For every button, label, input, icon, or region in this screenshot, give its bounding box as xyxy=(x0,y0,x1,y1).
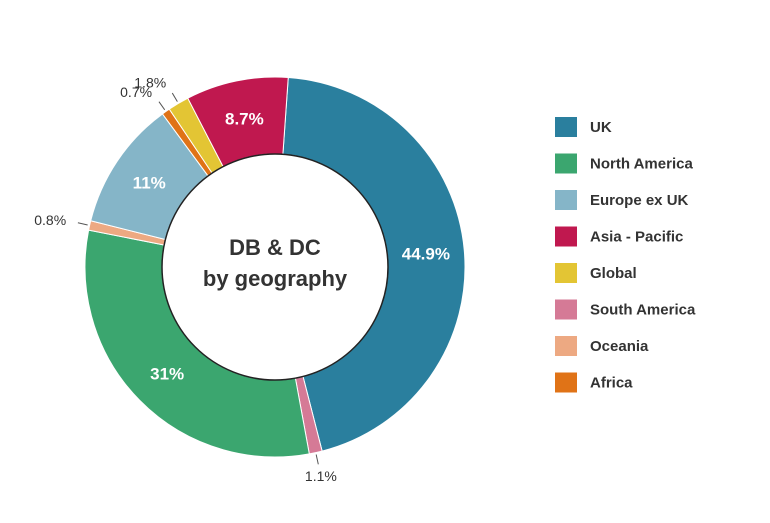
legend-swatch-global xyxy=(555,263,577,283)
donut-slices xyxy=(84,76,466,458)
slice-label-uk: 44.9% xyxy=(402,244,450,263)
legend-swatch-north-america xyxy=(555,153,577,174)
center-title-line-1: DB & DC xyxy=(229,235,321,260)
legend-label-south-america: South America xyxy=(590,302,696,319)
slice-label-africa: 0.7% xyxy=(120,84,152,100)
leader-line-global xyxy=(171,92,178,102)
leader-line-south-america xyxy=(315,454,319,465)
slice-label-south-america: 1.1% xyxy=(305,468,337,484)
legend-swatch-south-america xyxy=(555,299,577,320)
leader-line-africa xyxy=(158,101,166,111)
legend-swatch-africa xyxy=(555,372,577,393)
legend-swatch-uk xyxy=(555,117,577,137)
legend-label-europe-ex-uk: Europe ex UK xyxy=(590,192,689,209)
legend-swatch-europe-ex-uk xyxy=(555,190,577,210)
legend: UK North America Europe ex UK Asia - Pacifi… xyxy=(555,117,696,393)
leader-line-oceania xyxy=(77,222,88,226)
slice-label-oceania: 0.8% xyxy=(34,212,66,228)
legend-label-global: Global xyxy=(590,265,637,282)
slice-label-north-america: 31% xyxy=(150,364,184,383)
legend-swatch-asia-pacific xyxy=(555,226,577,247)
slice-label-global: 1.8% xyxy=(134,75,166,91)
center-title-line-2: by geography xyxy=(203,266,348,291)
legend-swatch-oceania xyxy=(555,336,577,356)
legend-label-asia-pacific: Asia - Pacific xyxy=(590,229,683,246)
donut-inner-border xyxy=(161,153,389,381)
slice-labels: 44.9% 1.1% 31% 0.8% 11% 0.7%1.8% 8.7% xyxy=(34,75,450,484)
legend-label-oceania: Oceania xyxy=(590,338,649,355)
legend-label-uk: UK xyxy=(590,119,612,136)
slice-label-europe-ex-uk: 11% xyxy=(133,174,166,193)
legend-label-africa: Africa xyxy=(590,375,633,392)
slice-label-asia-pacific: 8.7% xyxy=(225,110,264,129)
legend-label-north-america: North America xyxy=(590,156,693,173)
